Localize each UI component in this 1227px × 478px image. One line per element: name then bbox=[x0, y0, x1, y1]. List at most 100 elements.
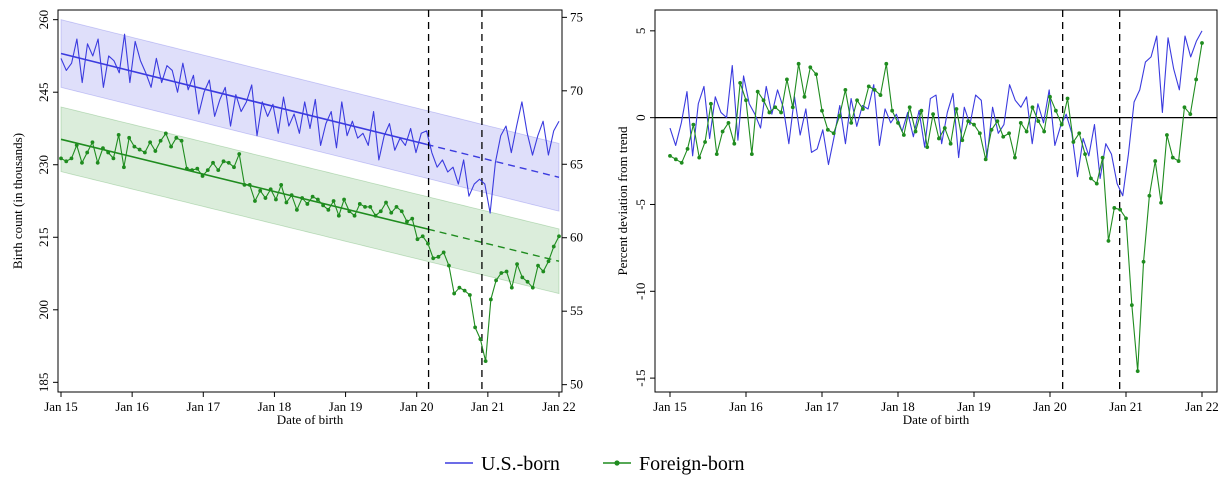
foreign-born-deviation-point bbox=[814, 72, 819, 77]
foreign-born-point bbox=[284, 200, 289, 205]
foreign-born-deviation-point bbox=[1024, 129, 1029, 134]
right-plot-frame bbox=[654, 9, 1218, 393]
left-y-tick-label-200: 200 bbox=[36, 300, 51, 320]
left-plot-frame bbox=[57, 9, 563, 393]
foreign-born-point bbox=[515, 262, 519, 267]
foreign-born-deviation-point bbox=[1118, 207, 1123, 212]
foreign-born-point bbox=[504, 269, 509, 274]
foreign-born-deviation-point bbox=[1013, 155, 1017, 160]
foreign-born-deviation-point bbox=[890, 108, 895, 113]
right-chart-x-tick-label-jan-15: Jan 15 bbox=[653, 399, 687, 414]
foreign-born-deviation-point bbox=[720, 129, 725, 134]
left-x-tick-label-jan-18: Jan 18 bbox=[258, 399, 292, 414]
foreign-born-point bbox=[59, 156, 63, 161]
foreign-born-deviation-point bbox=[767, 110, 772, 115]
foreign-born-point bbox=[200, 174, 205, 178]
legend-item-u-s-born: U.S.-born bbox=[445, 453, 560, 475]
foreign-born-deviation-point bbox=[942, 126, 947, 130]
foreign-born-point bbox=[389, 210, 394, 215]
foreign-born-deviation-point bbox=[901, 133, 906, 137]
foreign-born-deviation-point bbox=[825, 127, 830, 132]
foreign-born-deviation-point bbox=[1100, 155, 1105, 160]
foreign-born-deviation-point bbox=[738, 81, 743, 85]
right-chart-y-tick-label-15: -15 bbox=[633, 369, 648, 386]
foreign-born-point bbox=[357, 202, 362, 206]
legend-item-foreign-born: Foreign-born bbox=[603, 453, 745, 475]
foreign-born-deviation-point bbox=[749, 152, 754, 157]
foreign-born-deviation-point bbox=[779, 110, 783, 115]
right-chart-x-tick-label-jan-21: Jan 21 bbox=[1109, 399, 1143, 414]
right-y-tick-label-50: 50 bbox=[570, 377, 583, 392]
foreign-born-deviation-point bbox=[1112, 206, 1117, 210]
foreign-born-deviation-point bbox=[1129, 303, 1134, 308]
foreign-born-point bbox=[232, 165, 236, 170]
left-x-tick-label-jan-17: Jan 17 bbox=[186, 399, 220, 414]
foreign-born-point bbox=[405, 219, 409, 224]
foreign-born-point bbox=[74, 143, 79, 148]
left-x-tick-label-jan-22: Jan 22 bbox=[542, 399, 576, 414]
foreign-born-deviation-point bbox=[878, 93, 883, 97]
foreign-born-point bbox=[431, 256, 436, 261]
foreign-born-point bbox=[551, 244, 556, 249]
foreign-born-point bbox=[148, 140, 153, 145]
foreign-born-deviation-point bbox=[849, 120, 854, 125]
foreign-born-deviation-point bbox=[1135, 369, 1140, 374]
foreign-born-point bbox=[488, 297, 493, 302]
foreign-born-point bbox=[111, 156, 116, 161]
foreign-born-deviation-point bbox=[843, 87, 848, 92]
foreign-born-deviation-point bbox=[1089, 176, 1093, 181]
foreign-born-deviation-point bbox=[1065, 96, 1070, 101]
right-chart-y-tick-label-5: 5 bbox=[633, 28, 648, 35]
foreign-born-deviation-point bbox=[761, 98, 766, 103]
foreign-born-point bbox=[122, 165, 126, 170]
foreign-born-deviation-point bbox=[1030, 105, 1035, 110]
left-y-tick-label-215: 215 bbox=[36, 228, 51, 248]
foreign-born-point bbox=[520, 275, 525, 280]
foreign-born-point bbox=[546, 259, 551, 264]
foreign-born-point bbox=[305, 202, 310, 206]
left-x-tick-label-jan-19: Jan 19 bbox=[329, 399, 363, 414]
foreign-born-deviation-point bbox=[989, 127, 994, 132]
right-y-tick-label-55: 55 bbox=[570, 303, 583, 318]
foreign-born-deviation-point bbox=[1077, 131, 1082, 136]
foreign-born-deviation-point bbox=[831, 131, 836, 136]
foreign-born-point bbox=[195, 166, 200, 171]
foreign-born-point bbox=[174, 135, 179, 140]
foreign-born-point bbox=[347, 209, 352, 214]
foreign-born-deviation-point bbox=[1094, 181, 1099, 186]
foreign-born-deviation-point bbox=[796, 61, 801, 66]
foreign-born-point bbox=[137, 147, 142, 152]
foreign-born-point bbox=[462, 288, 467, 293]
foreign-born-deviation-point bbox=[1048, 94, 1052, 99]
foreign-born-deviation-point bbox=[802, 94, 807, 99]
foreign-born-deviation-point bbox=[1007, 131, 1011, 136]
foreign-born-deviation-point bbox=[1053, 108, 1058, 113]
foreign-born-point bbox=[420, 234, 425, 239]
foreign-born-point bbox=[541, 269, 546, 274]
right-x-axis-title: Date of birth bbox=[903, 412, 970, 427]
foreign-born-point bbox=[216, 168, 221, 173]
foreign-born-deviation-point bbox=[919, 108, 924, 113]
right-chart-y-tick-label-10: -10 bbox=[633, 283, 648, 300]
foreign-born-deviation-point bbox=[954, 107, 959, 111]
foreign-born-point bbox=[268, 187, 273, 192]
right-y-axis-title: Percent deviation from trend bbox=[615, 126, 630, 276]
foreign-born-deviation-point bbox=[972, 122, 976, 127]
foreign-born-deviation-point bbox=[1176, 159, 1181, 163]
us-trend-line-dashed bbox=[426, 143, 560, 178]
foreign-born-deviation-point bbox=[837, 114, 842, 118]
foreign-born-deviation-point bbox=[1001, 134, 1006, 139]
foreign-born-point bbox=[326, 207, 331, 212]
foreign-born-point bbox=[378, 209, 383, 214]
foreign-born-point bbox=[211, 160, 215, 165]
foreign-born-point bbox=[279, 182, 284, 187]
foreign-born-point bbox=[336, 213, 341, 218]
legend: U.S.-born Foreign-born bbox=[445, 453, 745, 475]
foreign-born-point bbox=[415, 237, 420, 242]
left-y-tick-label-245: 245 bbox=[36, 82, 51, 102]
legend-label-foreign-born: Foreign-born bbox=[639, 453, 745, 475]
left-x-tick-label-jan-16: Jan 16 bbox=[115, 399, 149, 414]
foreign-born-deviation-point bbox=[937, 136, 941, 141]
left-y-tick-label-185: 185 bbox=[36, 373, 51, 393]
foreign-born-deviation-point bbox=[703, 140, 707, 144]
